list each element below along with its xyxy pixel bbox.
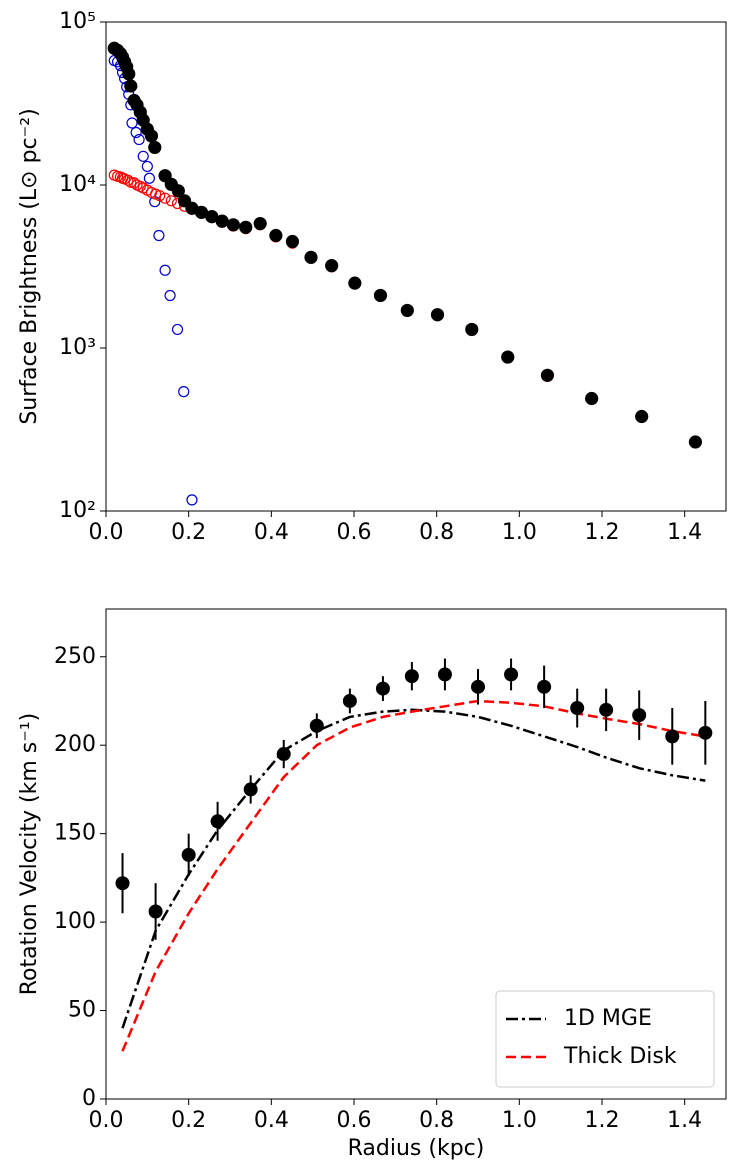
x-tick-label: 0.4: [254, 520, 289, 545]
point: [585, 391, 599, 406]
point: [186, 494, 198, 506]
point: [688, 435, 703, 449]
point: [698, 725, 713, 740]
y-tick-label: 200: [54, 732, 96, 757]
point: [276, 747, 291, 762]
x-tick-label: 0.8: [419, 520, 454, 545]
y-tick-label: 10⁴: [59, 172, 96, 197]
y-tick-label: 10³: [59, 335, 96, 360]
x-tick-label: 0.4: [254, 1108, 289, 1133]
point: [159, 192, 171, 204]
point: [285, 234, 300, 249]
legend-label: Thick Disk: [563, 1044, 677, 1069]
y-tick-label: 250: [54, 644, 96, 669]
point: [226, 218, 240, 232]
point: [148, 904, 163, 919]
point: [253, 216, 267, 231]
y-tick-label: 150: [54, 821, 96, 846]
point: [133, 133, 145, 146]
point: [348, 276, 362, 290]
x-tick-label: 1.2: [585, 520, 620, 545]
x-tick-label: 1.2: [585, 1108, 620, 1133]
point: [181, 847, 196, 862]
x-tick-label: 0.0: [89, 1108, 124, 1133]
point: [154, 190, 166, 202]
point: [635, 409, 649, 424]
x-tick-label: 0.2: [171, 1108, 206, 1133]
point: [143, 172, 155, 184]
point: [178, 386, 190, 398]
point: [404, 669, 419, 684]
y-tick-label: 50: [68, 998, 96, 1023]
point: [342, 693, 357, 708]
y-tick-label: 10⁵: [59, 9, 96, 34]
point: [269, 228, 283, 243]
point: [430, 308, 445, 322]
x-tick-label: 1.4: [667, 520, 702, 545]
y-tick-label: 100: [54, 909, 96, 934]
point: [215, 214, 229, 228]
x-tick-label: 0.0: [89, 520, 124, 545]
point: [148, 140, 162, 155]
x-tick-label: 1.0: [502, 1108, 537, 1133]
x-tick-label: 1.4: [667, 1108, 702, 1133]
x-tick-label: 1.0: [502, 520, 537, 545]
point: [400, 303, 414, 318]
x-tick-label: 0.6: [337, 520, 372, 545]
point: [243, 782, 258, 797]
x-tick-label: 0.6: [337, 1108, 372, 1133]
point: [665, 729, 680, 744]
y-tick-label: 0: [82, 1086, 96, 1111]
point: [126, 117, 138, 129]
point: [124, 79, 138, 93]
plot-frame: [105, 608, 727, 1100]
y-tick-label: 10²: [59, 498, 96, 523]
point: [122, 174, 134, 186]
point: [210, 814, 225, 829]
point: [171, 184, 185, 198]
y-axis-label: Rotation Velocity (km s⁻¹): [17, 713, 42, 996]
point: [141, 160, 153, 173]
point: [159, 264, 171, 276]
point: [540, 368, 555, 382]
line: [121, 708, 706, 1029]
point: [122, 67, 136, 81]
point: [632, 708, 647, 723]
point: [375, 681, 390, 696]
x-tick-label: 0.2: [171, 520, 206, 545]
point: [165, 195, 177, 207]
point: [304, 250, 318, 264]
point: [373, 288, 388, 303]
point: [171, 323, 184, 336]
point: [128, 177, 140, 189]
point: [164, 289, 176, 302]
y-axis-label: Surface Brightness (L⊙ pc⁻²): [17, 108, 42, 424]
point: [144, 129, 159, 143]
point: [115, 876, 130, 891]
point: [537, 679, 552, 694]
point: [239, 220, 253, 234]
point: [465, 322, 479, 337]
point: [137, 150, 149, 162]
point: [153, 229, 165, 242]
x-axis-label: Radius (kpc): [348, 1136, 485, 1161]
point: [599, 702, 614, 717]
point: [501, 350, 515, 364]
legend-box: [495, 990, 715, 1088]
point: [471, 679, 485, 694]
point: [504, 667, 519, 682]
x-tick-label: 0.8: [419, 1108, 454, 1133]
legend-label: 1D MGE: [564, 1006, 652, 1031]
point: [570, 701, 585, 716]
point: [325, 259, 339, 273]
point: [309, 718, 324, 733]
point: [130, 126, 142, 139]
point: [437, 667, 452, 682]
plot-frame: [105, 21, 727, 512]
